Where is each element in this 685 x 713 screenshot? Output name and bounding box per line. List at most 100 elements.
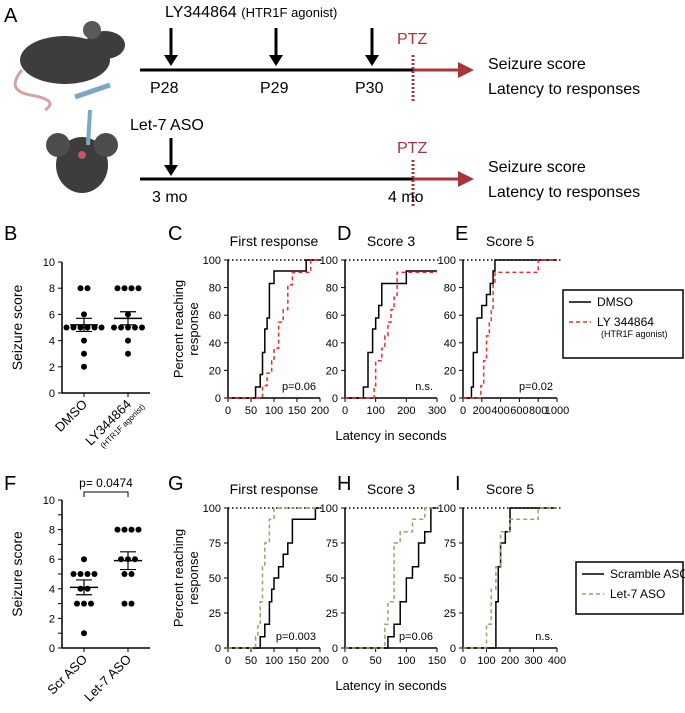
syringe [74, 82, 111, 100]
panel-letter: B [4, 223, 17, 245]
y-tick-label: 0 [450, 393, 456, 405]
x-tick-label: 1000 [545, 405, 569, 417]
x-tick-label: Let-7 ASO [81, 652, 134, 705]
x-tick-label: 0 [342, 405, 348, 417]
timeline-arrow [458, 62, 474, 78]
step-line [345, 507, 437, 649]
category-name: Let-7 ASO [81, 652, 134, 705]
panel-letter: I [455, 473, 461, 495]
data-point [81, 556, 87, 563]
data-point [77, 285, 84, 292]
mouse-ear [46, 133, 70, 157]
data-point [128, 285, 135, 292]
dose-arrows [169, 28, 374, 58]
category-name: DMSO [52, 397, 90, 435]
x-tick-label: 100 [397, 655, 415, 667]
mouse-head [56, 137, 108, 193]
y-tick-label: 40 [209, 338, 221, 350]
legend-note: (HTR1F agonist) [601, 329, 668, 339]
x-tick-label: 0 [225, 405, 231, 417]
panel-letter: F [4, 473, 16, 495]
panel-letter: A [4, 5, 18, 27]
mouse-ear [83, 21, 101, 39]
y-tick-label: 40 [326, 338, 338, 350]
data-point [70, 324, 77, 331]
data-point [118, 324, 124, 331]
data-point [111, 324, 117, 331]
y-tick-label: 60 [209, 310, 221, 322]
x-tick-label: 100 [265, 655, 283, 667]
data-point [132, 324, 138, 331]
data-point [81, 350, 87, 357]
x-tick-label: 200 [397, 405, 415, 417]
chart-title: First response [230, 233, 319, 249]
arrow-heads [164, 55, 379, 66]
data-point [135, 526, 142, 533]
p-value: p=0.003 [276, 631, 316, 643]
step-line [463, 259, 557, 399]
injection-site [78, 151, 86, 159]
x-tick-label: 0 [342, 655, 348, 667]
step-line [463, 507, 557, 649]
y-tick-label: 10 [43, 495, 55, 507]
age-label: 3 mo [152, 189, 188, 206]
p-value: p=0.02 [519, 381, 553, 393]
data-point [121, 600, 128, 607]
x-tick-label: 150 [428, 655, 446, 667]
x-tick-label: 300 [524, 655, 542, 667]
y-tick-label: 2 [49, 362, 55, 374]
mouse-tail [13, 69, 52, 112]
data-point [139, 324, 145, 331]
y-tick-label: 0 [332, 643, 338, 655]
y-tick-label: 0 [450, 643, 456, 655]
ptz-label: PTZ [397, 140, 427, 157]
ptz-label: PTZ [397, 31, 427, 48]
y-tick-label: 6 [49, 309, 55, 321]
data-point [98, 324, 105, 331]
x-tick-label: 300 [428, 405, 446, 417]
p-value: p=0.06 [399, 631, 433, 643]
x-tick-label: LY344864(HTR1F agonist) [82, 391, 147, 456]
y-tick-label: 0 [215, 393, 221, 405]
step-line [228, 259, 320, 399]
y-tick-label: 75 [444, 538, 456, 550]
outcome-label: Seizure score [488, 56, 586, 73]
x-tick-label: 200 [473, 405, 491, 417]
outcome-label: Latency to responses [488, 81, 640, 98]
y-tick-label: 100 [320, 255, 338, 267]
data-point [77, 571, 84, 577]
syringe [86, 109, 92, 146]
data-point [81, 363, 87, 370]
y-tick-label: 25 [326, 608, 338, 620]
y-axis-label: response [186, 551, 201, 604]
y-tick-label: 20 [209, 365, 221, 377]
data-point [114, 526, 121, 533]
day-label: P29 [260, 80, 289, 97]
y-tick-label: 25 [444, 608, 456, 620]
data-point [74, 600, 80, 607]
data-point [125, 337, 131, 344]
y-tick-label: 75 [209, 538, 221, 550]
y-tick-label: 100 [438, 255, 456, 267]
data-point [91, 571, 98, 577]
x-tick-label: 50 [245, 405, 257, 417]
y-tick-label: 80 [444, 283, 456, 295]
error-bar [76, 579, 92, 596]
step-line [345, 507, 437, 649]
chart-title: Score 5 [486, 481, 534, 497]
x-tick-label: 100 [265, 405, 283, 417]
step-line [463, 507, 557, 649]
x-tick-label: 50 [245, 655, 257, 667]
data-point [125, 350, 131, 357]
y-tick-label: 0 [49, 388, 55, 400]
x-tick-label: DMSO [52, 397, 90, 435]
y-tick-label: 60 [326, 310, 338, 322]
timeline-arrow [458, 171, 474, 187]
data-point [125, 324, 131, 331]
panel-letter: H [337, 473, 351, 495]
y-tick-label: 40 [444, 338, 456, 350]
panel-letter: G [168, 473, 184, 495]
y-axis-label: Seizure score [9, 284, 25, 370]
y-tick-label: 10 [43, 257, 55, 269]
panel-letter: E [455, 223, 468, 245]
